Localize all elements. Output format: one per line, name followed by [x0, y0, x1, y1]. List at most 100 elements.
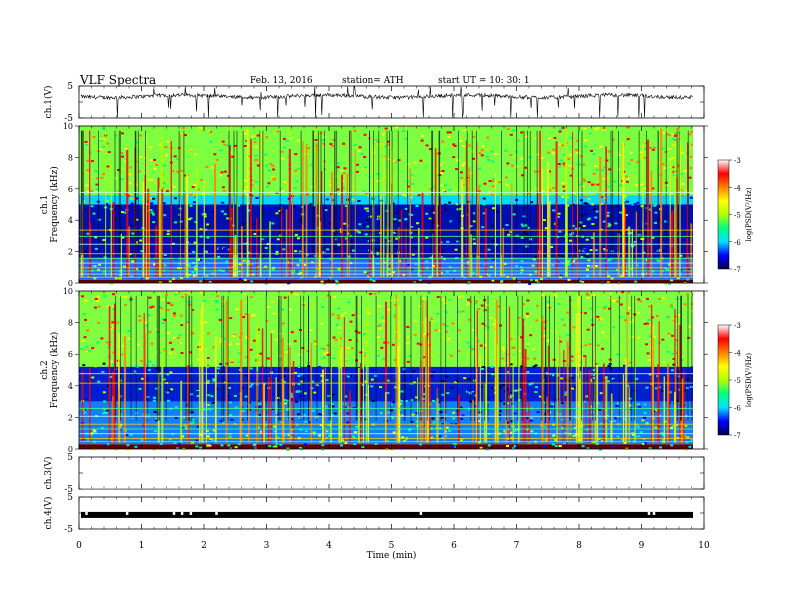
spectrogram-cell [525, 135, 529, 138]
sferic-streak [367, 301, 369, 443]
spectrogram-cell [535, 386, 539, 389]
spectrogram-cell [601, 169, 605, 172]
spectrogram-cell [89, 391, 93, 394]
spectrogram-cell [343, 312, 347, 314]
spectrogram-cell [585, 429, 589, 431]
spectrogram-cell [513, 429, 517, 432]
spectrogram-cell [683, 169, 687, 172]
spectrogram-cell [223, 381, 227, 384]
spectrogram-cell [636, 403, 640, 406]
sferic-streak [496, 343, 499, 443]
spectrogram-cell [530, 324, 534, 327]
spectrogram-cell [172, 277, 176, 280]
spectrogram-cell [636, 160, 640, 163]
sferic-streak [683, 371, 685, 443]
spectrogram-cell [290, 395, 294, 398]
spectrogram-cell [432, 264, 435, 267]
sferic-streak [622, 176, 625, 277]
spectrogram-cell [219, 139, 223, 142]
spectrogram-cell [191, 309, 195, 311]
spectrogram-cell [200, 322, 204, 325]
sferic-streak [147, 188, 150, 277]
spectrogram-cell [111, 321, 115, 324]
spectrogram-cell [587, 259, 591, 262]
spectrogram-cell [234, 308, 238, 311]
spectrogram-cell [338, 426, 342, 429]
transmitter-line [79, 267, 693, 269]
spectrogram-cell [176, 158, 180, 161]
spectrogram-cell [256, 164, 260, 167]
spectrogram-cell [346, 346, 350, 349]
spectrogram-cell [491, 160, 495, 163]
sferic-streak [663, 376, 665, 443]
spectrogram-cell [255, 197, 259, 199]
spectrogram-cell [454, 248, 458, 251]
spectrogram-cell [345, 358, 348, 361]
sferic-streak [478, 185, 480, 277]
sferic-streak [241, 226, 244, 277]
spectrogram-cell [557, 398, 560, 401]
spectrogram-cell [445, 325, 449, 327]
sferic-streak [580, 370, 582, 443]
spectrogram-cell [208, 444, 212, 447]
spectrogram-cell [296, 413, 300, 416]
spectrogram-cell [470, 353, 474, 356]
spectrogram-cell [508, 231, 512, 233]
spectrogram-cell [349, 320, 353, 323]
spectrogram-cell [207, 130, 211, 133]
sferic-streak [126, 149, 129, 277]
spectrogram-cell [458, 336, 462, 339]
spectrogram-cell [603, 416, 607, 419]
sferic-streak [112, 202, 115, 277]
spectrogram-cell [427, 429, 431, 432]
spectrogram-cell [685, 441, 689, 444]
spectrogram-cell [643, 442, 647, 445]
spectrogram-cell [639, 431, 643, 434]
spectrogram-cell [607, 256, 611, 259]
sferic-streak [631, 229, 634, 277]
sferic-streak [262, 383, 265, 443]
transmitter-line [79, 235, 693, 237]
spectrogram-cell [342, 172, 346, 175]
spectrogram-cell [194, 267, 198, 270]
spectrogram-cell [525, 245, 529, 248]
spectrogram-cell [106, 142, 110, 145]
spectrogram-cell [491, 373, 495, 376]
spectrogram-cell [468, 392, 472, 395]
spectrogram-cell [206, 444, 210, 447]
spectrogram-cell [586, 296, 590, 299]
sferic-streak [676, 174, 678, 277]
spectrogram-cell [99, 234, 103, 237]
spectrogram-cell [326, 424, 330, 427]
spectrogram-cell [688, 133, 692, 136]
spectrogram-cell [230, 362, 234, 365]
spectrogram-cell [295, 180, 299, 183]
spectrogram-cell [454, 381, 457, 384]
spectrogram-cell [450, 386, 454, 389]
spectrogram-cell [348, 375, 352, 377]
spectrogram-cell [625, 180, 629, 183]
spectrogram-cell [581, 185, 585, 188]
spectrogram-cell [104, 444, 108, 447]
spectrogram-cell [170, 348, 174, 351]
spectrogram-cell [599, 138, 603, 141]
spectrogram-cell [599, 317, 603, 320]
spectrogram-cell [324, 405, 328, 408]
spectrogram-cell [596, 315, 600, 318]
spectrogram-cell [225, 260, 229, 263]
spectrogram-cell [267, 182, 271, 185]
spectrogram-cell [441, 380, 445, 383]
spectrogram-cell [482, 212, 486, 215]
sferic-streak [461, 180, 464, 277]
spectrogram-cell [467, 351, 471, 354]
spectrogram-cell [166, 391, 169, 394]
spectrogram-cell [665, 184, 669, 187]
spectrogram-cell [411, 413, 415, 416]
spectrogram-cell [533, 357, 536, 360]
transmitter-line [79, 262, 693, 264]
spectrogram-cell [408, 340, 412, 343]
spectrogram-cell [483, 182, 487, 185]
spectrogram-cell [587, 198, 591, 201]
spectrogram-cell [661, 206, 665, 209]
spectrogram-cell [186, 321, 190, 324]
